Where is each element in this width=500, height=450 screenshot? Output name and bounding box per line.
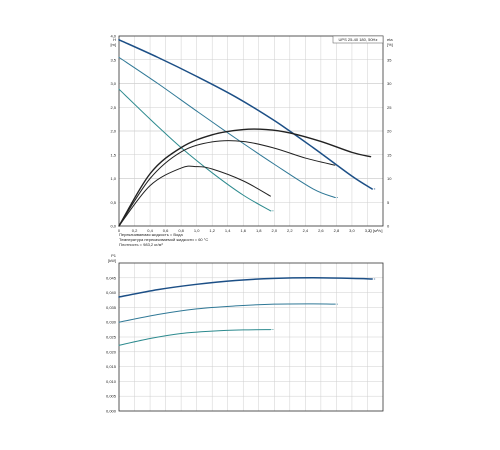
- y-tick-label: 3,0: [110, 81, 116, 86]
- bottom-y-tick-labels: 0,000 0,005 0,010 0,015 0,020 0,025 0,030 0,035…: [106, 275, 117, 413]
- y2-tick-label: 15: [387, 152, 392, 157]
- power-curve-3: [118, 329, 271, 346]
- top-chart-series: [118, 39, 377, 227]
- power-curve-2: [118, 303, 336, 323]
- x-tick-label: 1,6: [240, 228, 246, 233]
- x-tick-label: 2,6: [318, 228, 324, 233]
- x-tick-label: 0: [118, 228, 121, 233]
- power-tick-label: 0,000: [106, 409, 117, 414]
- power-tick-label: 0,015: [106, 364, 117, 369]
- efficiency-curve-6: [118, 165, 271, 227]
- y-tick-label: 3,5: [110, 57, 116, 62]
- x-tick-label: 1,8: [256, 228, 262, 233]
- top-x-tick-labels: 0 0,2 0,4 0,6 0,8 1,0 1,2 1,4 1,6 1,8 2,0 2,2 2,4 2,6…: [118, 228, 371, 233]
- bottom-chart-frame: [118, 262, 384, 412]
- head-curve-3: [118, 88, 271, 212]
- top-chart-grid: [118, 35, 383, 227]
- power-tick-label: 0,035: [106, 305, 117, 310]
- efficiency-curve-4: [118, 128, 372, 227]
- power-axis-title: P1: [111, 253, 117, 258]
- y-tick-label: 2,0: [110, 129, 116, 134]
- x-axis-unit: [м³/ч]: [373, 228, 383, 233]
- power-tick-label: 0,005: [106, 394, 117, 399]
- x-tick-label: 1,0: [194, 228, 200, 233]
- x-tick-label: 2,8: [334, 228, 340, 233]
- y2-tick-label: 30: [387, 81, 392, 86]
- y-tick-label: 2,5: [110, 105, 116, 110]
- power-tick-label: 0,040: [106, 290, 117, 295]
- x-tick-label: 1,2: [209, 228, 215, 233]
- y-axis-title: H: [113, 37, 116, 42]
- note-temperature: Температура перекачиваемой жидкости = 60…: [119, 237, 208, 242]
- x-tick-label: 3,0: [349, 228, 355, 233]
- efficiency-curve-5: [118, 140, 336, 227]
- top-y2-tick-labels: 0 5 10 15 20 25 30 35: [387, 57, 392, 228]
- x-tick-label: 2,4: [303, 228, 309, 233]
- x-tick-label: 0,6: [163, 228, 169, 233]
- x-axis-title: Q: [369, 228, 372, 233]
- y2-axis-title: eta: [387, 37, 393, 42]
- y2-axis-unit: [%]: [387, 42, 393, 47]
- x-tick-label: 2,0: [272, 228, 278, 233]
- x-tick-label: 2,2: [287, 228, 293, 233]
- top-chart-frame: [118, 35, 384, 227]
- y2-tick-label: 0: [387, 224, 390, 229]
- y2-tick-label: 35: [387, 57, 392, 62]
- y-tick-label: 1,0: [110, 176, 116, 181]
- y2-tick-label: 20: [387, 129, 392, 134]
- power-tick-label: 0,025: [106, 335, 117, 340]
- y2-tick-label: 25: [387, 105, 392, 110]
- power-tick-label: 0,030: [106, 320, 117, 325]
- power-axis-unit: [kW]: [108, 258, 116, 263]
- power-chart: 0,000 0,005 0,010 0,015 0,020 0,025 0,030 0,035…: [106, 253, 384, 414]
- x-tick-label: 0,8: [178, 228, 184, 233]
- power-curve-1: [118, 277, 373, 298]
- note-fluid: Перекачиваемая жидкость = Вода: [119, 232, 184, 237]
- y-axis-unit: [m]: [110, 42, 116, 47]
- head-curve-1: [118, 39, 373, 190]
- y-tick-label: 1,5: [110, 152, 116, 157]
- y2-tick-label: 5: [387, 200, 390, 205]
- y-tick-label: 4,0: [110, 34, 116, 39]
- bottom-chart-series: [118, 277, 377, 346]
- x-tick-label: 3,2: [365, 228, 371, 233]
- y-tick-label: 0,5: [110, 200, 116, 205]
- head-efficiency-chart: 0 0,2 0,4 0,6 0,8 1,0 1,2 1,4 1,6 1,8 2,0 2,2 2,4 2,6…: [110, 34, 393, 248]
- note-density: Плотность = 983,2 кг/м³: [119, 242, 163, 247]
- top-y-tick-labels: 0,0 0,5 1,0 1,5 2,0 2,5 3,0 3,5 4,0: [110, 34, 116, 229]
- product-label: UPS 25-40 180, 50Hz: [339, 37, 378, 42]
- head-curve-2: [118, 56, 336, 198]
- y-tick-label: 0,0: [110, 224, 116, 229]
- y2-tick-label: 10: [387, 176, 392, 181]
- power-tick-label: 0,010: [106, 379, 117, 384]
- x-tick-label: 0,2: [132, 228, 138, 233]
- x-tick-label: 0,4: [147, 228, 153, 233]
- x-tick-label: 1,4: [225, 228, 231, 233]
- power-tick-label: 0,045: [106, 275, 117, 280]
- power-tick-label: 0,020: [106, 349, 117, 354]
- product-label-box: [332, 35, 384, 44]
